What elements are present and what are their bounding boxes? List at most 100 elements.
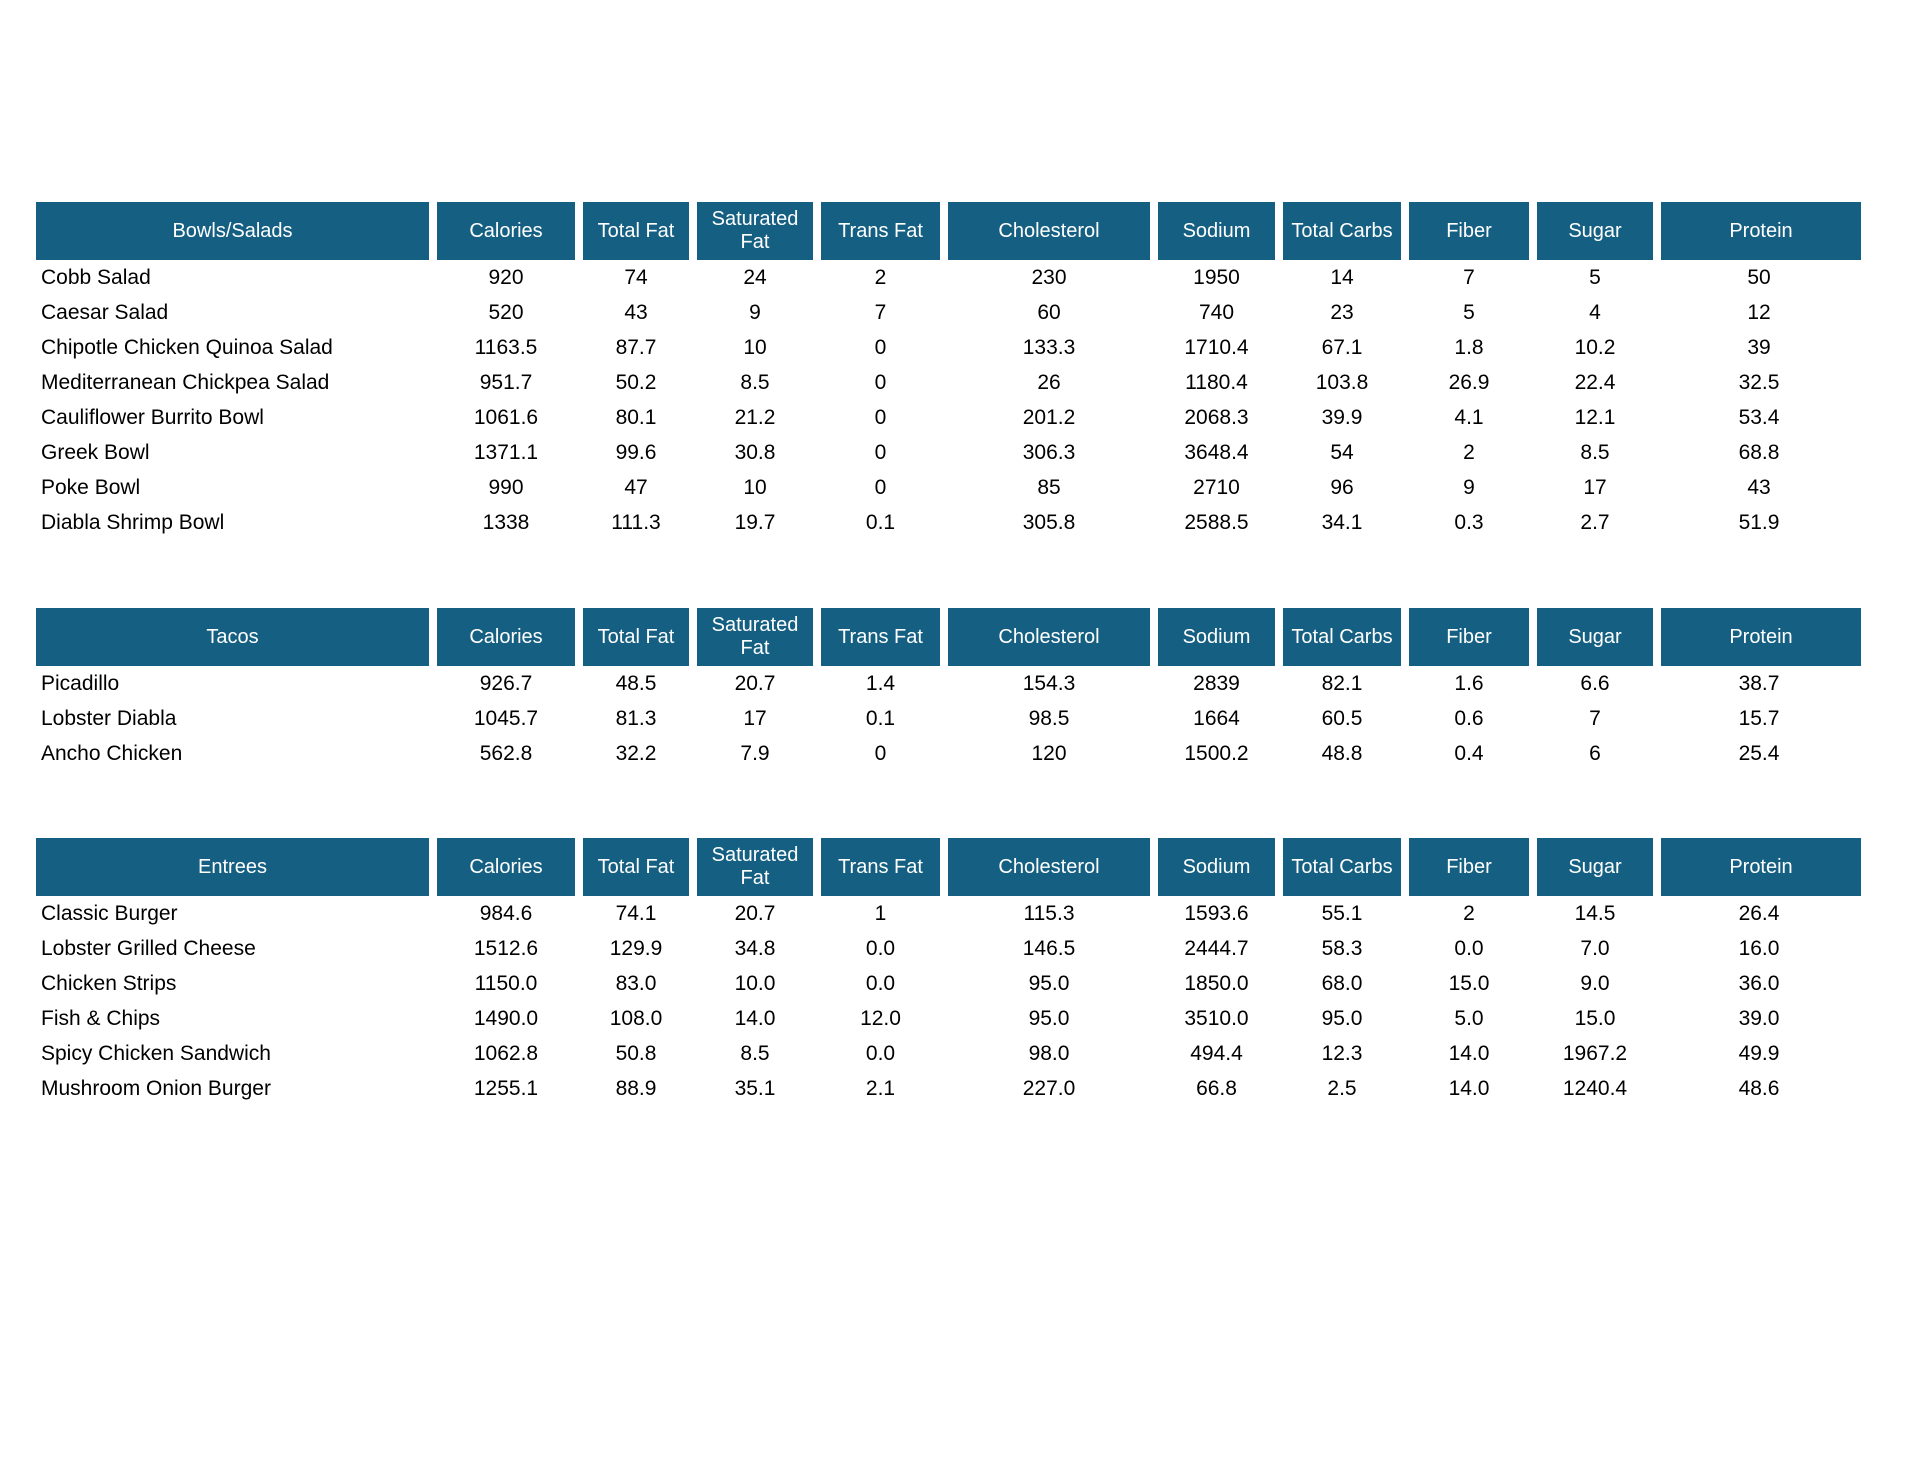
value-cell-protein: 38.7 xyxy=(1738,671,1780,695)
value-cell-cholesterol: 146.5 xyxy=(1022,936,1076,960)
value-cell-trans-fat: 0.1 xyxy=(865,510,896,534)
table-title-cell: Entrees xyxy=(36,838,437,896)
value-cell-sugar: 4 xyxy=(1589,300,1601,324)
value-cell-trans-fat: 0.1 xyxy=(865,706,896,730)
value-cell-total-carbs: 12.3 xyxy=(1321,1041,1363,1065)
item-name-cell: Chipotle Chicken Quinoa Salad xyxy=(41,335,333,359)
table-row: Greek Bowl 1371.1 99.6 30.8 0 306.3 3648… xyxy=(36,435,1861,470)
item-name-cell: Lobster Diabla xyxy=(41,706,177,730)
item-name-cell: Lobster Grilled Cheese xyxy=(41,936,256,960)
value-cell-sodium: 1593.6 xyxy=(1184,901,1249,925)
value-cell-total-carbs: 14 xyxy=(1330,265,1354,289)
value-cell-protein: 36.0 xyxy=(1738,971,1780,995)
value-cell-sugar: 15.0 xyxy=(1574,1006,1616,1030)
value-cell-fiber: 4.1 xyxy=(1454,405,1484,429)
table-row: Classic Burger 984.6 74.1 20.7 1 115.3 1… xyxy=(36,896,1861,931)
value-cell-calories: 1062.8 xyxy=(473,1041,539,1065)
value-cell-protein: 48.6 xyxy=(1738,1076,1780,1100)
value-cell-calories: 1490.0 xyxy=(473,1006,539,1030)
item-name-cell: Poke Bowl xyxy=(41,475,141,499)
value-cell-protein: 26.4 xyxy=(1738,901,1780,925)
table-row: Mushroom Onion Burger 1255.1 88.9 35.1 2… xyxy=(36,1071,1861,1106)
item-name-cell: Greek Bowl xyxy=(41,440,150,464)
value-cell-trans-fat: 1.4 xyxy=(865,671,896,695)
value-cell-saturated-fat: 20.7 xyxy=(734,901,776,925)
value-cell-trans-fat: 0 xyxy=(874,440,887,464)
value-cell-total-carbs: 67.1 xyxy=(1321,335,1363,359)
value-cell-fiber: 0.3 xyxy=(1454,510,1484,534)
table-row: Diabla Shrimp Bowl 1338 111.3 19.7 0.1 3… xyxy=(36,505,1861,540)
value-cell-cholesterol: 154.3 xyxy=(1022,671,1076,695)
value-cell-trans-fat: 0 xyxy=(874,475,887,499)
column-header-protein: Protein xyxy=(1657,202,1861,260)
value-cell-saturated-fat: 34.8 xyxy=(734,936,776,960)
value-cell-trans-fat: 0 xyxy=(874,335,887,359)
value-cell-saturated-fat: 9 xyxy=(749,300,761,324)
column-header-saturated-fat: Saturated Fat xyxy=(693,202,821,260)
table-title-cell: Bowls/Salads xyxy=(36,202,437,260)
value-cell-cholesterol: 95.0 xyxy=(1028,971,1070,995)
value-cell-sodium: 1180.4 xyxy=(1185,370,1248,394)
column-header-sugar: Sugar xyxy=(1533,608,1661,666)
item-name-cell: Diabla Shrimp Bowl xyxy=(41,510,225,534)
value-cell-cholesterol: 230 xyxy=(1031,265,1067,289)
value-cell-trans-fat: 2 xyxy=(874,265,887,289)
value-cell-total-fat: 80.1 xyxy=(615,405,657,429)
column-header-cholesterol: Cholesterol xyxy=(944,838,1158,896)
value-cell-calories: 1045.7 xyxy=(473,706,539,730)
value-cell-total-fat: 99.6 xyxy=(615,440,657,464)
column-header-saturated-fat: Saturated Fat xyxy=(693,608,821,666)
value-cell-total-carbs: 96 xyxy=(1330,475,1354,499)
value-cell-total-fat: 129.9 xyxy=(609,936,663,960)
value-cell-saturated-fat: 8.5 xyxy=(740,370,770,394)
value-cell-sodium: 2068.3 xyxy=(1184,405,1249,429)
item-name-cell: Ancho Chicken xyxy=(41,741,183,765)
column-header-calories: Calories xyxy=(433,608,583,666)
value-cell-sugar: 7.0 xyxy=(1580,936,1610,960)
value-cell-total-fat: 88.9 xyxy=(615,1076,657,1100)
value-cell-total-carbs: 68.0 xyxy=(1321,971,1363,995)
value-cell-sodium: 2444.7 xyxy=(1184,936,1249,960)
column-header-cholesterol: Cholesterol xyxy=(944,202,1158,260)
value-cell-total-carbs: 58.3 xyxy=(1321,936,1363,960)
value-cell-sugar: 10.2 xyxy=(1574,335,1616,359)
item-name-cell: Mediterranean Chickpea Salad xyxy=(41,370,330,394)
value-cell-sodium: 2710 xyxy=(1193,475,1240,499)
value-cell-cholesterol: 85 xyxy=(1037,475,1061,499)
value-cell-total-carbs: 48.8 xyxy=(1321,741,1363,765)
value-cell-sugar: 8.5 xyxy=(1580,440,1610,464)
value-cell-saturated-fat: 20.7 xyxy=(734,671,776,695)
column-header-total-fat: Total Fat xyxy=(579,838,697,896)
value-cell-total-fat: 74.1 xyxy=(615,901,657,925)
column-header-protein: Protein xyxy=(1657,838,1861,896)
value-cell-sugar: 12.1 xyxy=(1574,405,1616,429)
value-cell-fiber: 7 xyxy=(1463,265,1475,289)
value-cell-fiber: 2 xyxy=(1463,440,1475,464)
value-cell-total-carbs: 60.5 xyxy=(1321,706,1363,730)
nutrition-table-entrees: Entrees Calories Total Fat Saturated Fat… xyxy=(36,838,1861,1106)
column-header-total-fat: Total Fat xyxy=(579,202,697,260)
value-cell-sugar: 9.0 xyxy=(1580,971,1610,995)
value-cell-calories: 1163.5 xyxy=(474,335,538,359)
value-cell-calories: 951.7 xyxy=(479,370,533,394)
value-cell-protein: 53.4 xyxy=(1738,405,1780,429)
table-title-cell: Tacos xyxy=(36,608,437,666)
value-cell-total-fat: 48.5 xyxy=(615,671,657,695)
column-header-fiber: Fiber xyxy=(1405,838,1537,896)
value-cell-protein: 12 xyxy=(1747,300,1771,324)
value-cell-sodium: 1850.0 xyxy=(1184,971,1249,995)
item-name-cell: Spicy Chicken Sandwich xyxy=(41,1041,271,1065)
value-cell-protein: 43 xyxy=(1747,475,1771,499)
value-cell-trans-fat: 2.1 xyxy=(865,1076,896,1100)
value-cell-calories: 920 xyxy=(488,265,524,289)
value-cell-calories: 1255.1 xyxy=(473,1076,539,1100)
table-header-row: Bowls/Salads Calories Total Fat Saturate… xyxy=(36,202,1861,260)
value-cell-cholesterol: 201.2 xyxy=(1022,405,1076,429)
item-name-cell: Cobb Salad xyxy=(41,265,151,289)
value-cell-total-carbs: 2.5 xyxy=(1327,1076,1357,1100)
value-cell-trans-fat: 7 xyxy=(874,300,887,324)
value-cell-total-carbs: 55.1 xyxy=(1321,901,1363,925)
column-header-fiber: Fiber xyxy=(1405,202,1537,260)
value-cell-protein: 51.9 xyxy=(1738,510,1780,534)
value-cell-sodium: 494.4 xyxy=(1190,1041,1243,1065)
